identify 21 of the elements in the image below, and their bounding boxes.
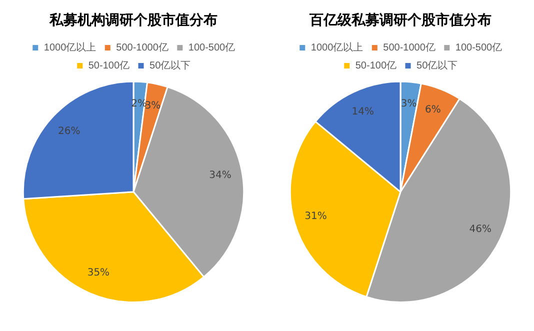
legend-label: 500-1000亿 bbox=[116, 42, 168, 54]
data-label: 26% bbox=[58, 126, 80, 138]
legend-label: 50亿以下 bbox=[416, 60, 458, 72]
data-label: 6% bbox=[425, 104, 441, 116]
data-label: 31% bbox=[304, 211, 327, 222]
legend-label: 1000亿以上 bbox=[44, 42, 96, 54]
data-label: 3% bbox=[400, 98, 417, 110]
legend-label: 50-100亿 bbox=[88, 60, 130, 72]
legend-label: 100-500亿 bbox=[188, 42, 236, 54]
legend-label: 50亿以下 bbox=[150, 60, 191, 72]
legend-label: 500-1000亿 bbox=[383, 42, 436, 54]
data-label: 14% bbox=[352, 106, 374, 118]
chart-title: 私募机构调研个股市值分布 bbox=[48, 11, 218, 28]
data-label: 34% bbox=[209, 170, 232, 181]
chart-title: 百亿级私募调研个股市值分布 bbox=[308, 11, 492, 28]
data-label: 3% bbox=[144, 100, 161, 112]
data-label: 46% bbox=[469, 224, 492, 236]
data-label: 35% bbox=[87, 268, 110, 279]
legend-label: 1000亿以上 bbox=[310, 42, 364, 54]
legend-label: 100-500亿 bbox=[455, 42, 502, 54]
legend-label: 50-100亿 bbox=[355, 60, 397, 72]
